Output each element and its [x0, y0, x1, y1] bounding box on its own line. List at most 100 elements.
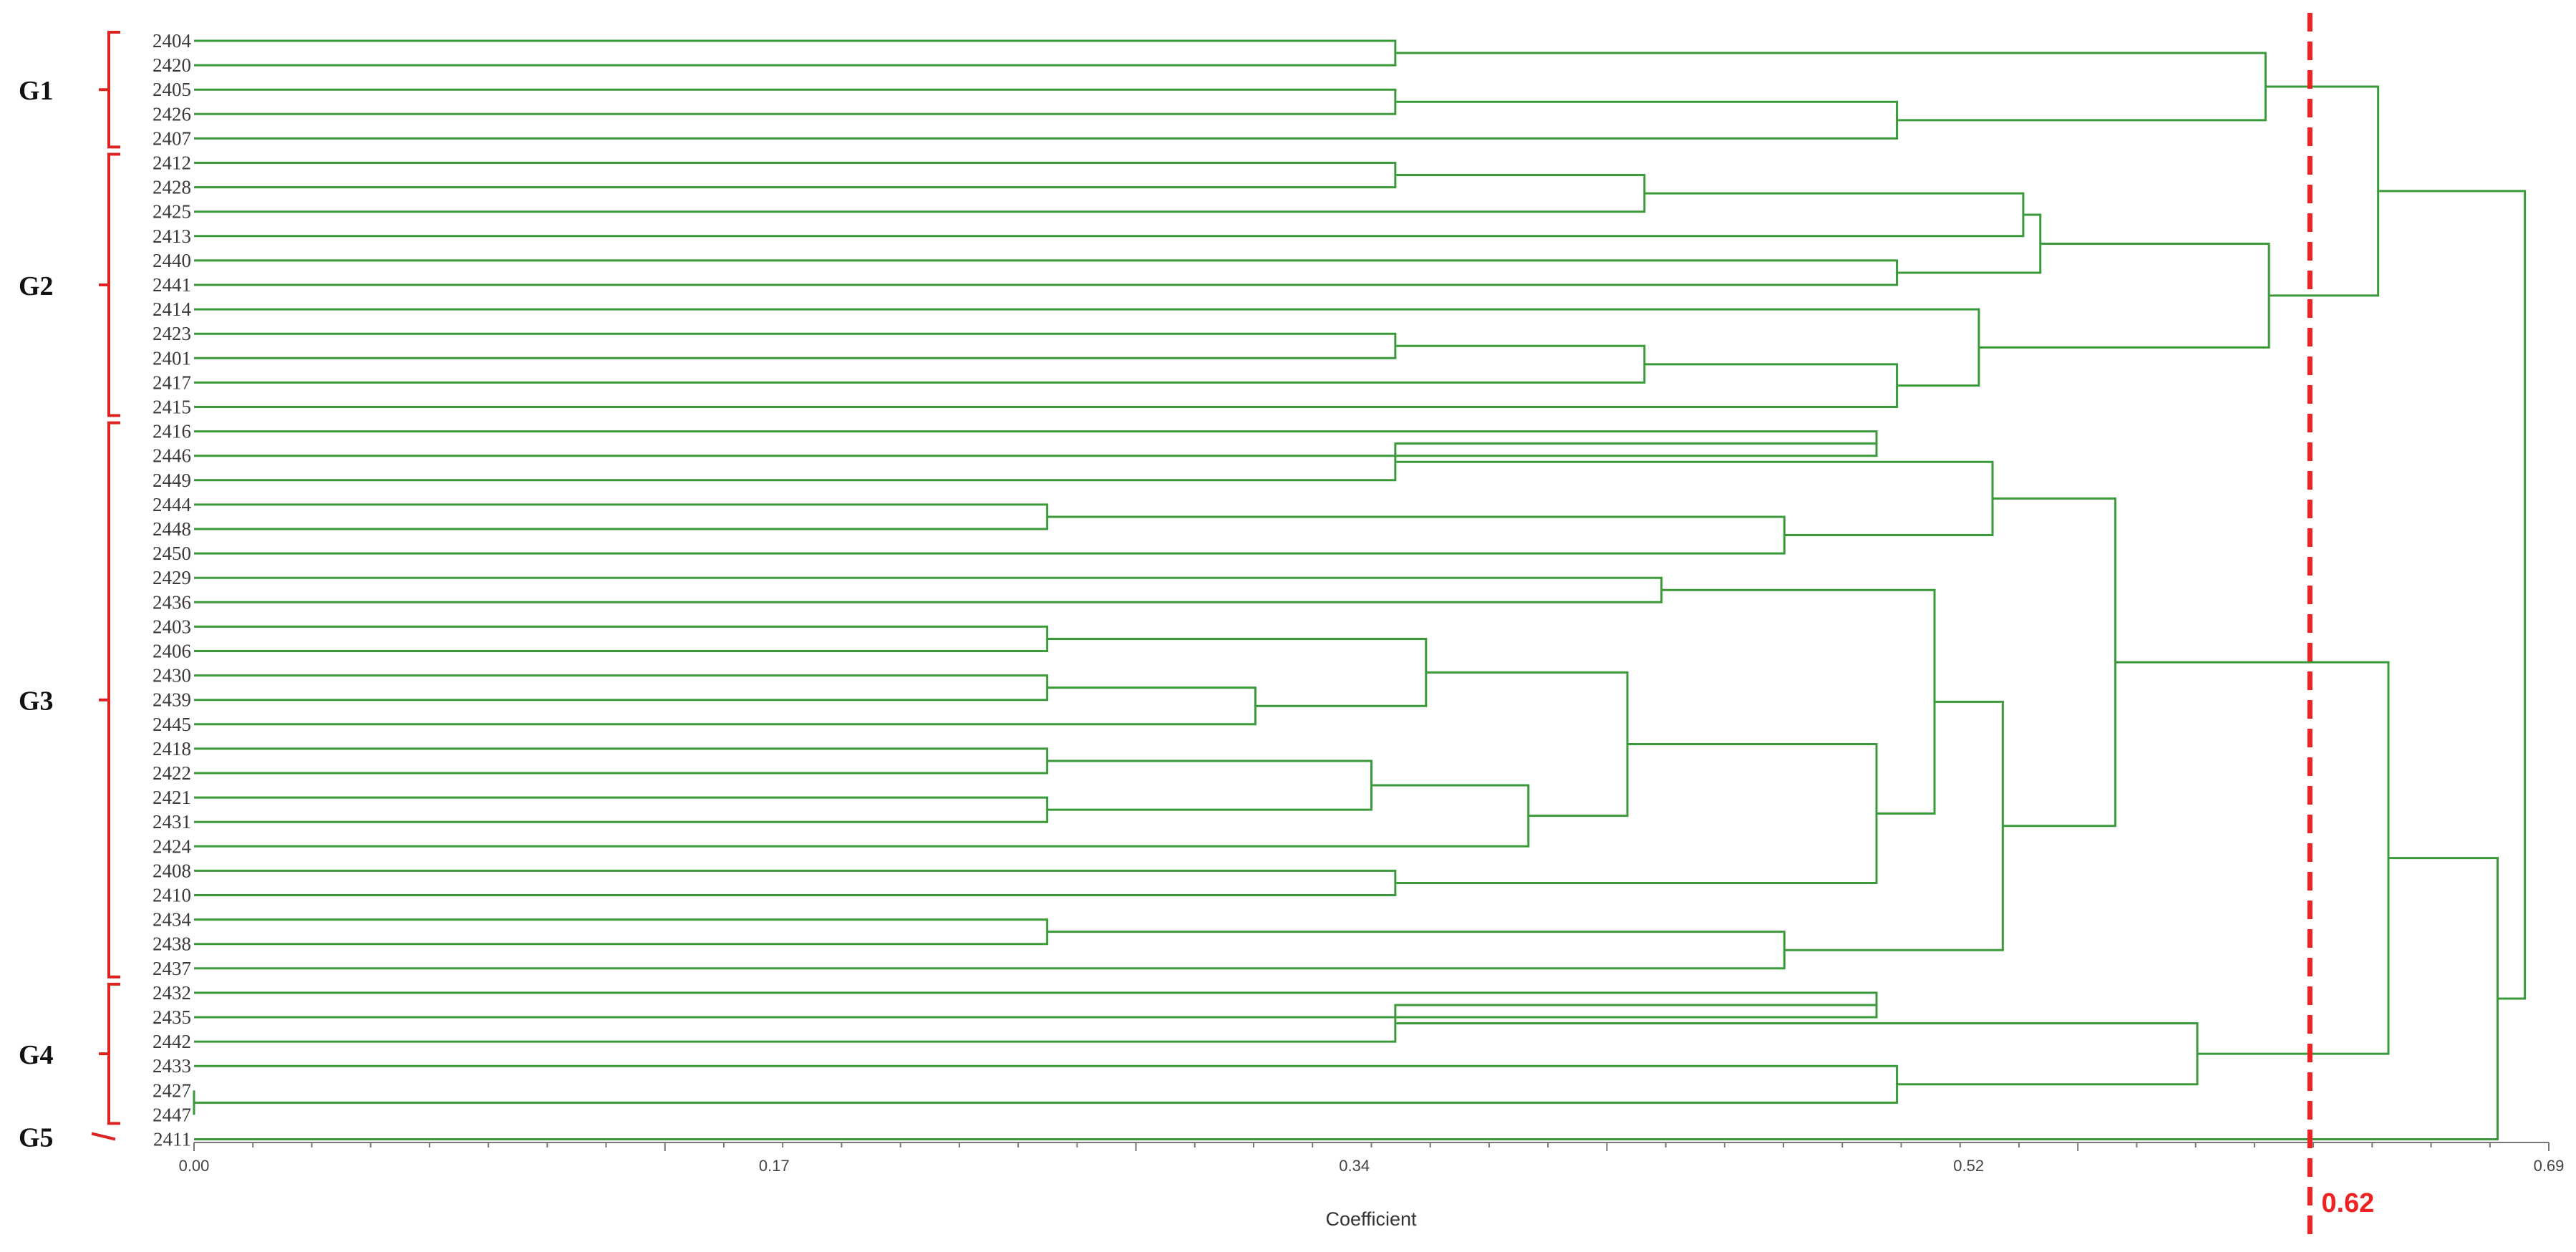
merge-branch: [194, 162, 1397, 189]
leaf-label: 2437: [152, 958, 191, 979]
merge-branch: [1395, 52, 2267, 122]
leaf-label: 2434: [152, 909, 192, 931]
group-label: G1: [19, 76, 54, 106]
leaf-label: 2418: [152, 738, 191, 760]
leaf-label: 2435: [152, 1006, 191, 1028]
leaf-label: 2438: [152, 933, 191, 955]
merge-branch: [1047, 760, 1372, 811]
leaf-label: 2412: [152, 152, 191, 174]
leaf-label: 2442: [152, 1031, 191, 1052]
merge-branch: [194, 503, 1049, 530]
tick-label: 0.69: [2534, 1157, 2565, 1175]
leaf-label: 2406: [152, 641, 191, 662]
merge-branch: [194, 869, 1397, 896]
group-label: G3: [19, 686, 54, 717]
group-brackets: G1 G2 G3 G4 G5: [19, 31, 120, 1153]
leaf-label: 2445: [152, 714, 191, 735]
merge-branch: [194, 192, 2025, 238]
merge-branch: [194, 686, 1256, 726]
merge-branch: [194, 991, 1878, 1019]
leaf-label: 2448: [152, 518, 191, 540]
leaf-label: 2404: [152, 30, 192, 52]
leaf-label: 2425: [152, 201, 191, 223]
merge-branch: [194, 100, 1899, 140]
leaf-label: 2432: [152, 982, 191, 1004]
merge-branch: [194, 625, 1049, 652]
leaf-label: 2436: [152, 591, 191, 613]
merge-branch: [1395, 743, 1878, 884]
merge-branch: [194, 931, 1786, 970]
leaf-label: 2429: [152, 567, 191, 588]
leaf-label: 2405: [152, 79, 191, 100]
leaf-label: 2450: [152, 543, 191, 564]
group-bracket: [99, 421, 120, 979]
tick-label: 0.34: [1339, 1157, 1370, 1175]
merge-branch: [1897, 213, 2042, 274]
merge-branch: [194, 308, 1980, 387]
leaf-label: 2426: [152, 103, 191, 125]
merge-branch: [1784, 700, 2004, 951]
merge-branch: [194, 857, 2499, 1140]
leaf-label: 2430: [152, 665, 191, 686]
leaf-label: 2423: [152, 323, 191, 344]
merge-branch: [1395, 460, 1994, 537]
group-label: G2: [19, 271, 54, 301]
merge-branch: [194, 259, 1899, 286]
tick-label: 0.52: [1953, 1157, 1984, 1175]
merge-branch: [1978, 242, 2270, 349]
dendrogram-branches: [193, 39, 2527, 1140]
x-axis-title: Coefficient: [1325, 1208, 1417, 1230]
x-axis: 0.00 0.17 0.34 0.52 0.69: [179, 1142, 2565, 1175]
leaf-label: 2441: [152, 274, 191, 296]
leaf-label: 2413: [152, 225, 191, 247]
merge-branch: [1992, 497, 2117, 828]
leaf-label: 2420: [152, 54, 191, 76]
merge-branch: [2115, 661, 2390, 1055]
merge-branch: [194, 918, 1049, 946]
leaf-label: 2446: [152, 445, 191, 467]
merge-branch: [1047, 637, 1428, 707]
leaf-label: 2421: [152, 787, 191, 808]
merge-branch: [1395, 1022, 2199, 1086]
merge-branch: [194, 39, 1397, 67]
merge-branch: [194, 430, 1878, 457]
merge-branch: [1661, 588, 1936, 815]
threshold-label: 0.62: [2321, 1188, 2374, 1218]
group-bracket: [99, 31, 120, 149]
leaf-label: 2428: [152, 177, 191, 198]
leaf-label: 2411: [153, 1129, 191, 1150]
merge-branch: [194, 747, 1049, 775]
merge-branch: [194, 88, 1397, 115]
group-bracket: [99, 152, 120, 417]
tick-label: 0.17: [759, 1157, 790, 1175]
leaf-label: 2427: [152, 1079, 191, 1101]
leaf-label: 2403: [152, 616, 191, 637]
merge-branch: [194, 1064, 1899, 1104]
merge-branch: [2265, 85, 2380, 297]
group-bracket: [99, 982, 120, 1125]
leaf-label: 2401: [152, 347, 191, 369]
threshold-cutoff: 0.62: [2307, 13, 2374, 1242]
leaf-label: 2408: [152, 860, 191, 881]
leaf-label: 2449: [152, 470, 191, 491]
leaf-label: 2444: [152, 494, 192, 515]
leaf-label: 2440: [152, 250, 191, 271]
merge-branch: [194, 674, 1049, 702]
merge-branch: [194, 332, 1397, 359]
leaf-label: 2447: [152, 1104, 191, 1125]
leaf-label: 2439: [152, 689, 191, 711]
merge-branch: [194, 576, 1663, 603]
merge-branch: [194, 174, 1646, 213]
group-label: G5: [19, 1123, 54, 1153]
leaf-label: 2431: [152, 811, 191, 833]
merge-branch: [194, 784, 1530, 848]
group-bracket: [91, 1132, 116, 1141]
leaf-label: 2433: [152, 1055, 191, 1077]
leaf-label: 2414: [152, 299, 192, 320]
merge-branch: [194, 796, 1049, 823]
merge-branch: [194, 363, 1899, 408]
merge-branch: [194, 344, 1646, 384]
merge-branch: [1425, 671, 1629, 817]
